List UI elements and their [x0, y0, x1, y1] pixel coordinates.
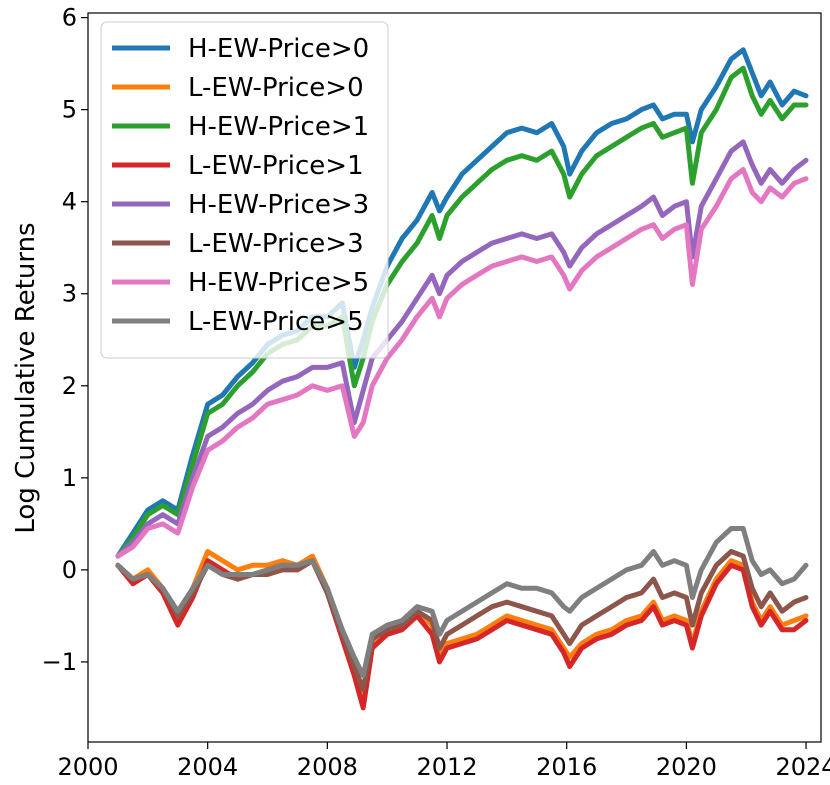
x-tick-label: 2012	[416, 753, 477, 781]
y-tick-label: 2	[62, 372, 77, 400]
legend-label-8: L-EW-Price>5	[188, 307, 364, 337]
y-tick-label: 5	[62, 96, 77, 124]
x-tick-label: 2024	[776, 753, 830, 781]
series-layer	[115, 47, 809, 711]
x-tick-label: 2020	[656, 753, 717, 781]
x-tick-label: 2000	[57, 753, 118, 781]
series-line-7	[115, 167, 809, 559]
series-line-5	[115, 139, 809, 559]
y-tick-label: 0	[62, 556, 77, 584]
y-axis: −1 0 1 2 3 4 5 6	[42, 4, 88, 676]
y-tick-label: 6	[62, 4, 77, 32]
legend-label-5: H-EW-Price>3	[188, 190, 369, 220]
legend-box	[100, 21, 389, 359]
legend-label-7: H-EW-Price>5	[188, 268, 369, 298]
series-line-3	[115, 65, 809, 559]
y-tick-label: 1	[62, 464, 77, 492]
y-tick-label: 4	[62, 188, 77, 216]
legend-label-1: H-EW-Price>0	[188, 34, 369, 64]
y-axis-title: Log Cumulative Returns	[11, 222, 41, 533]
y-tick-label: −1	[42, 648, 77, 676]
series-line-1	[115, 47, 809, 559]
legend-label-6: L-EW-Price>3	[188, 229, 364, 259]
legend-label-3: H-EW-Price>1	[188, 112, 369, 142]
legend-label-4: L-EW-Price>1	[188, 151, 364, 181]
x-tick-label: 2016	[536, 753, 597, 781]
series-line-4	[115, 558, 809, 711]
plot-area-frame	[87, 12, 822, 743]
legend-label-2: L-EW-Price>0	[188, 73, 364, 103]
series-line-8	[115, 526, 809, 679]
x-tick-label: 2004	[177, 753, 238, 781]
y-tick-label: 3	[62, 280, 77, 308]
x-axis: 2000 2004 2008 2012 2016 2020 2024	[57, 742, 830, 781]
legend: H-EW-Price>0 L-EW-Price>0 H-EW-Price>1 L-EW…	[100, 21, 389, 359]
x-tick-label: 2008	[297, 753, 358, 781]
